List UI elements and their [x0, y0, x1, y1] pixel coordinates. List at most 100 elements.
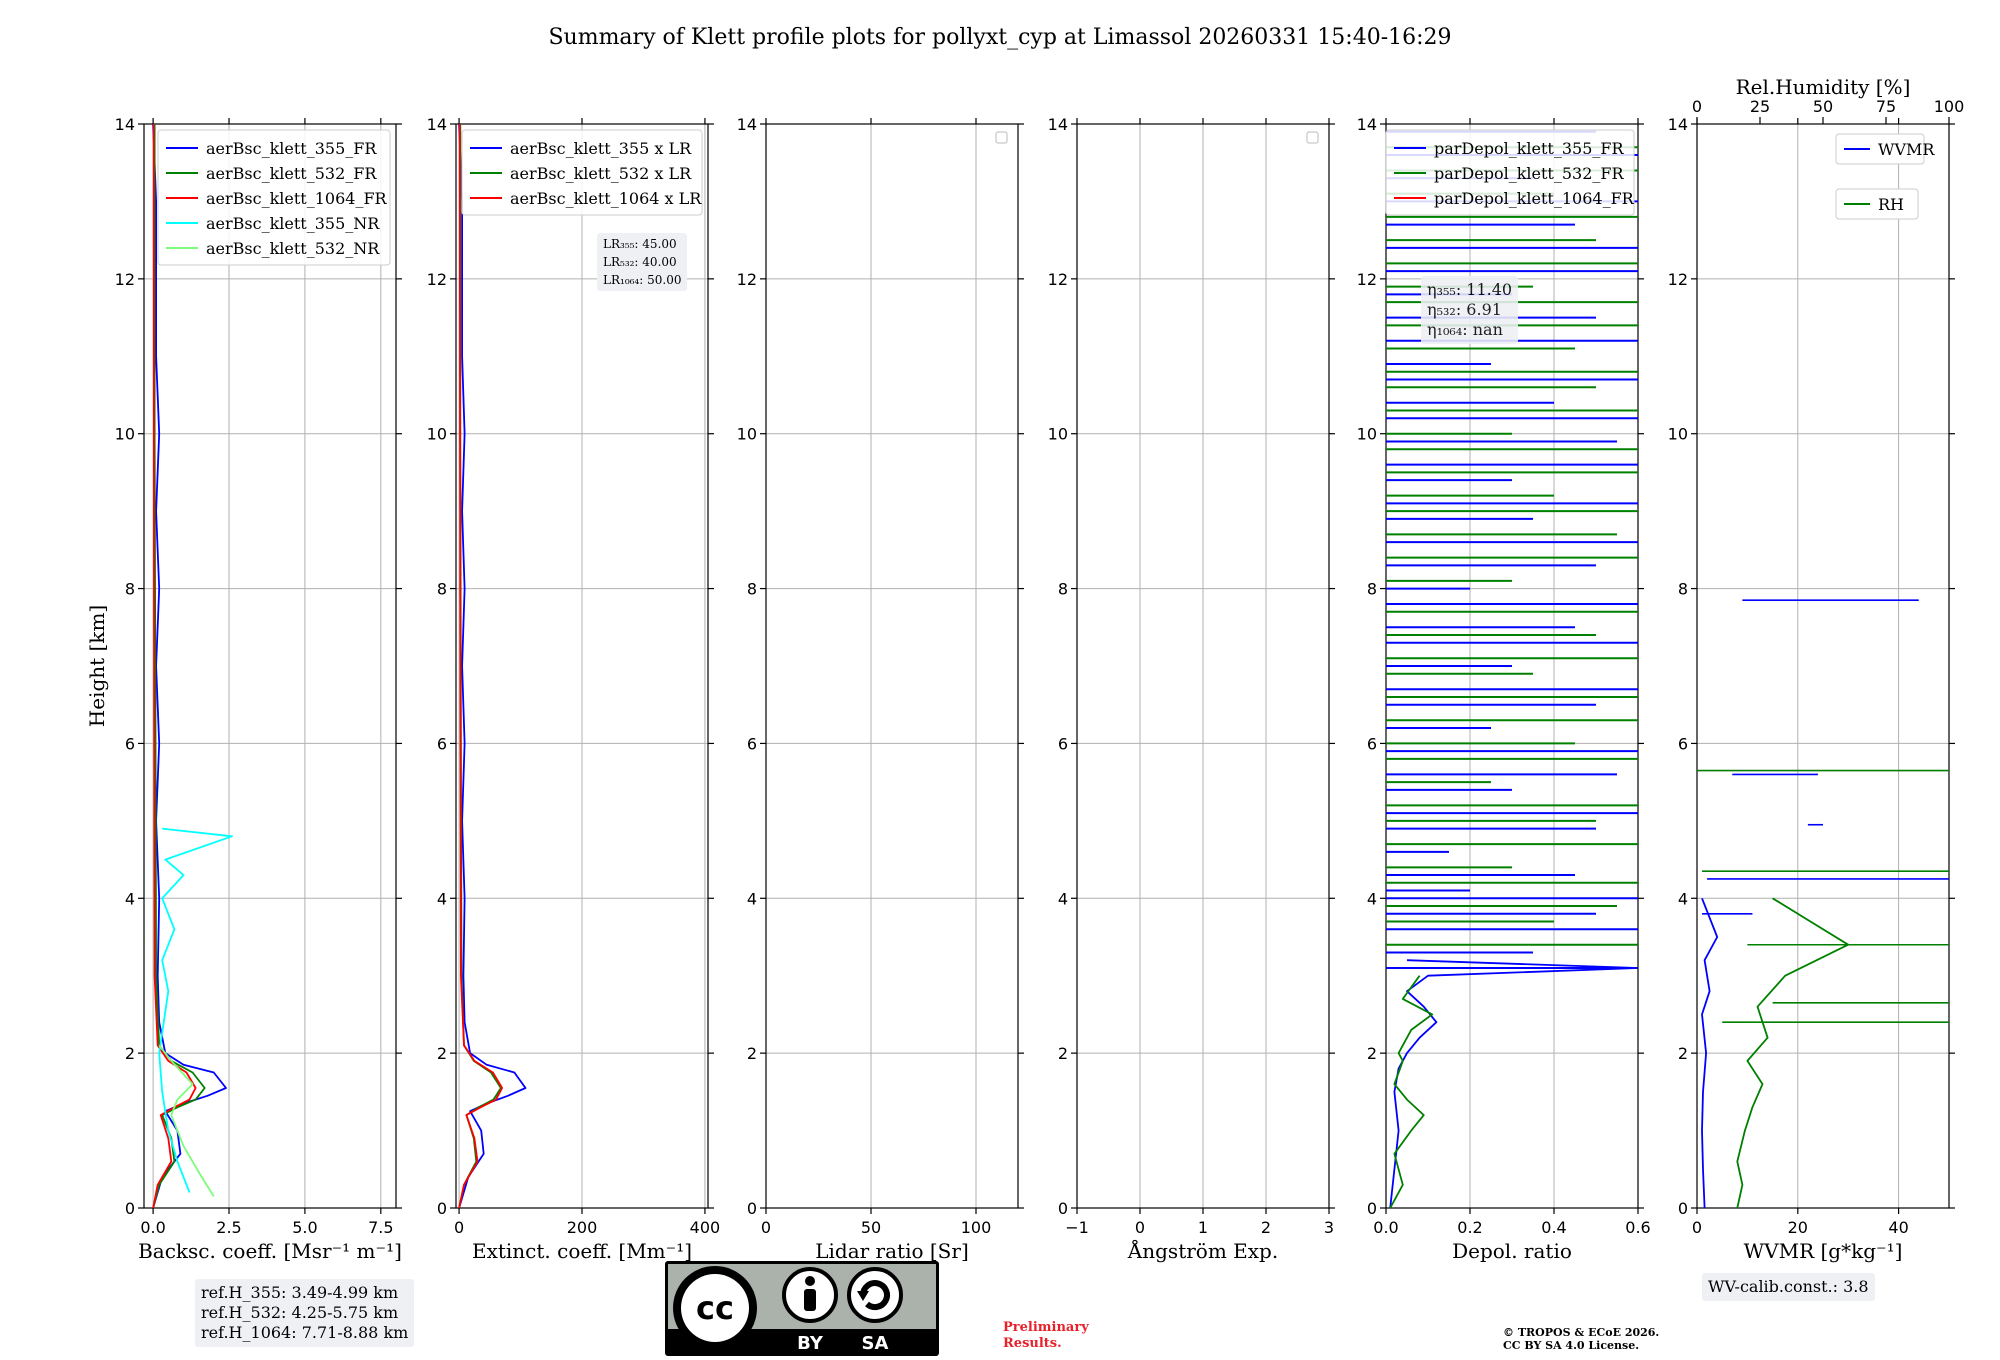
legend-label: aerBsc_klett_1064_FR	[206, 189, 388, 208]
sa-arrow-arc	[860, 1280, 890, 1311]
panel-backscatter: 0 2 4 6 8 10 12 14 0.0 2.5 5.0 7.5 Backsc. coeff. [M…	[85, 115, 402, 1263]
y-tick-label: 8	[1058, 580, 1068, 599]
x-tick-label: 0.2	[1457, 1218, 1482, 1237]
series-aerBsc_klett_532_NR	[158, 1044, 215, 1197]
y-tick-label: 2	[1058, 1044, 1068, 1063]
by-person-head	[805, 1276, 815, 1286]
y-tick-label: 4	[747, 889, 757, 908]
eta-355-text: η₃₅₅: 11.40	[1427, 280, 1513, 299]
y-tick-label: 12	[1357, 270, 1377, 289]
y-tick-label: 10	[1048, 425, 1068, 444]
x-tick-label: 100	[961, 1218, 992, 1237]
legend-label: aerBsc_klett_532 x LR	[510, 164, 692, 183]
y-tick-label: 8	[437, 580, 447, 599]
sa-label: SA	[862, 1333, 889, 1354]
x-tick-label: 20	[1788, 1218, 1808, 1237]
y-tick-label: 8	[1367, 580, 1377, 599]
eta-532-text: η₅₃₂: 6.91	[1427, 300, 1502, 319]
x-tick-label: 0.0	[140, 1218, 165, 1237]
y-tick-label: 4	[437, 889, 447, 908]
sa-share-icon	[847, 1267, 903, 1323]
y-tick-label: 14	[1048, 115, 1068, 134]
legend-label: RH	[1878, 195, 1904, 214]
x-axis-label: Depol. ratio	[1452, 1239, 1572, 1263]
y-tick-label: 10	[737, 425, 757, 444]
y-tick-label: 14	[427, 115, 447, 134]
x-tick-label: 40	[1888, 1218, 1908, 1237]
preliminary-line-1: Preliminary	[1003, 1320, 1089, 1335]
top-x-axis-label: Rel.Humidity [%]	[1736, 75, 1911, 99]
y-tick-label: 12	[1048, 270, 1068, 289]
x-tick-label: 3	[1324, 1218, 1334, 1237]
series-aerBsc_klett_1064_FR	[152, 124, 197, 1208]
sa-arrow-head	[857, 1291, 869, 1301]
x-tick-label: 0	[1135, 1218, 1145, 1237]
cc-circle-inner	[681, 1274, 749, 1342]
y-tick-label: 10	[1668, 425, 1688, 444]
x-axis-label: Backsc. coeff. [Msr⁻¹ m⁻¹]	[138, 1239, 402, 1263]
legend-label: aerBsc_klett_355_NR	[206, 214, 380, 233]
legend-label: aerBsc_klett_532_NR	[206, 239, 380, 258]
axes-frame	[143, 123, 397, 1209]
y-tick-label: 6	[437, 734, 447, 753]
top-x-tick-label: 50	[1813, 97, 1833, 116]
x-tick-label: 0.0	[1373, 1218, 1398, 1237]
y-tick-label: 8	[125, 580, 135, 599]
y-tick-label: 4	[1367, 889, 1377, 908]
x-tick-label: −1	[1065, 1218, 1089, 1237]
panel-extinction: 0 2 4 6 8 10 12 14 0 200 400 Extinct. coeff. [Mm⁻¹]…	[427, 115, 721, 1263]
copyright-note: © TROPOS & ECoE 2026. CC BY SA 4.0 Licen…	[1503, 1326, 1659, 1352]
cc-by-sa-badge: cc BY SA	[665, 1261, 939, 1356]
refh-532-text: ref.H_532: 4.25-5.75 km	[201, 1303, 399, 1322]
copyright-line-1: © TROPOS & ECoE 2026.	[1503, 1326, 1660, 1339]
legend-box	[1835, 133, 1925, 165]
y-tick-label: 2	[747, 1044, 757, 1063]
series-aerBsc_klett_355_NR	[158, 827, 233, 1193]
y-tick-label: 6	[125, 734, 135, 753]
plot-area	[152, 124, 233, 1208]
panel-lidar_ratio: 0 2 4 6 8 10 12 14 0 50 100 Lidar ratio [Sr]	[737, 115, 1024, 1263]
x-tick-label: 7.5	[368, 1218, 393, 1237]
legend-label: parDepol_klett_355_FR	[1434, 139, 1625, 158]
series-parDepol_klett_532_FR	[1389, 975, 1434, 1208]
lr-355-text: LR₃₅₅: 45.00	[603, 237, 677, 251]
y-tick-label: 12	[1668, 270, 1688, 289]
x-tick-label: 400	[690, 1218, 721, 1237]
legend-box	[1835, 188, 1919, 220]
series-WVMR	[1701, 897, 1719, 1208]
legend-box	[1385, 129, 1635, 216]
x-axis-label: Extinct. coeff. [Mm⁻¹]	[472, 1239, 692, 1263]
legend-label: parDepol_klett_1064_FR	[1434, 189, 1635, 208]
x-axis-label: WVMR [g*kg⁻¹]	[1744, 1239, 1903, 1263]
series-RH	[1736, 897, 1850, 1208]
x-tick-label: 0.4	[1541, 1218, 1566, 1237]
y-tick-label: 0	[125, 1199, 135, 1218]
y-tick-label: 10	[1357, 425, 1377, 444]
y-tick-label: 2	[1678, 1044, 1688, 1063]
series-aerBsc_klett_532 x LR	[458, 124, 502, 1208]
y-tick-label: 4	[125, 889, 135, 908]
y-tick-label: 14	[1357, 115, 1377, 134]
x-tick-label: 50	[861, 1218, 881, 1237]
y-tick-label: 4	[1678, 889, 1688, 908]
y-tick-label: 0	[437, 1199, 447, 1218]
figure-title: Summary of Klett profile plots for polly…	[548, 25, 1451, 50]
y-tick-label: 12	[737, 270, 757, 289]
x-tick-label: 2.5	[216, 1218, 241, 1237]
y-tick-label: 0	[747, 1199, 757, 1218]
eta-note: η₃₅₅: 11.40 η₅₃₂: 6.91 η₁₀₆₄: nan	[1421, 276, 1519, 344]
x-tick-label: 0.6	[1625, 1218, 1650, 1237]
x-tick-label: 0	[761, 1218, 771, 1237]
panel-depol: 0 2 4 6 8 10 12 14 0.0 0.2 0.4 0.6 Depol. ratio parDe…	[1357, 115, 1651, 1263]
top-x-tick-label: 0	[1692, 97, 1702, 116]
x-tick-label: 5.0	[292, 1218, 317, 1237]
x-tick-label: 1	[1198, 1218, 1208, 1237]
top-x-tick-label: 25	[1750, 97, 1770, 116]
y-tick-label: 6	[1058, 734, 1068, 753]
refh-1064-text: ref.H_1064: 7.71-8.88 km	[201, 1323, 409, 1342]
y-tick-label: 10	[427, 425, 447, 444]
legend-label: aerBsc_klett_532_FR	[206, 164, 377, 183]
lr-1064-text: LR₁₀₆₄: 50.00	[603, 273, 682, 287]
